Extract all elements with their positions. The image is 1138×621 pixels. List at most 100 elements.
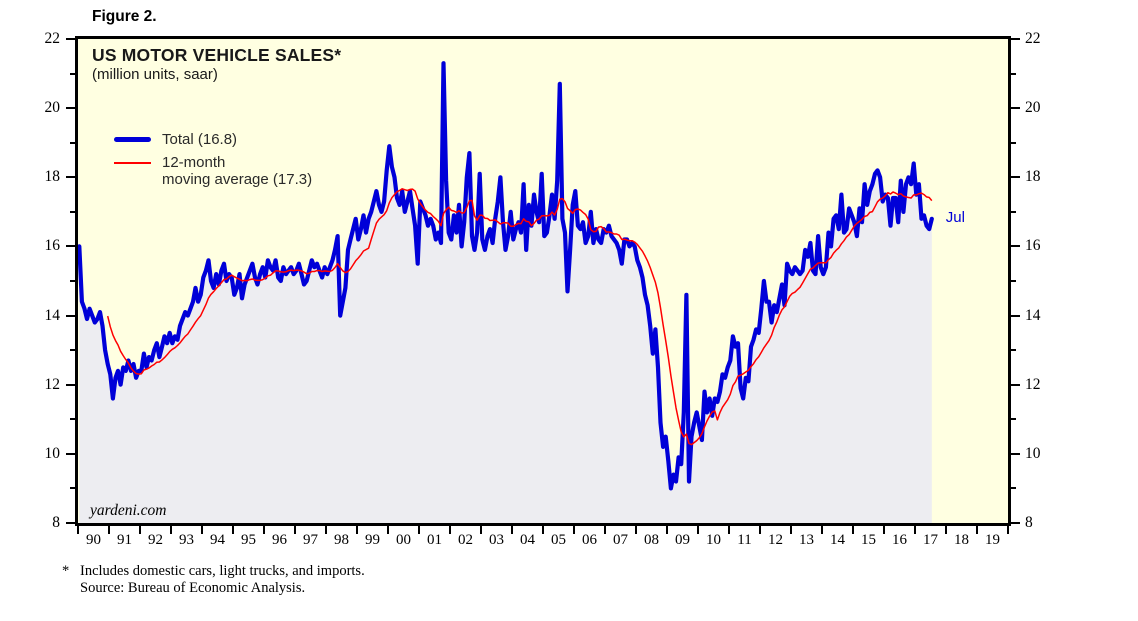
x-axis-label: 06: [582, 532, 597, 548]
x-axis-label: 91: [117, 532, 132, 548]
x-axis-label: 18: [954, 532, 969, 548]
x-axis-label: 19: [985, 532, 1000, 548]
x-axis-tick: [945, 525, 947, 534]
figure-label: Figure 2.: [92, 8, 157, 25]
total-line-swatch: [114, 137, 151, 142]
x-axis-tick: [263, 525, 265, 534]
x-axis-tick: [294, 525, 296, 534]
y-axis-tick-right: [1011, 418, 1016, 421]
x-axis-label: 05: [551, 532, 566, 548]
y-axis-tick-right: [1011, 176, 1020, 179]
watermark: yardeni.com: [90, 502, 167, 519]
x-axis-label: 98: [334, 532, 349, 548]
x-axis-label: 90: [86, 532, 101, 548]
y-axis-label-left: 10: [44, 444, 61, 462]
y-axis-tick-left: [66, 452, 75, 455]
total-line: [78, 61, 934, 491]
x-axis-tick: [170, 525, 172, 534]
legend-label-ma-line1: 12-month: [162, 154, 226, 171]
y-axis-label-left: 8: [52, 514, 60, 531]
x-axis-tick: [573, 525, 575, 534]
y-axis-tick-right: [1011, 522, 1020, 524]
x-axis-tick: [108, 525, 110, 534]
x-axis-label: 13: [799, 532, 814, 548]
x-axis-label: 09: [675, 532, 690, 548]
y-axis-label-right: 16: [1025, 237, 1041, 255]
x-axis-label: 14: [830, 532, 845, 548]
x-axis-label: 96: [272, 532, 287, 548]
y-axis-label-right: 10: [1025, 444, 1041, 462]
y-axis-tick-right: [1011, 72, 1016, 75]
x-axis-tick: [232, 525, 234, 534]
x-axis-tick: [635, 525, 637, 534]
chart-title: US MOTOR VEHICLE SALES*: [92, 45, 342, 65]
last-point-label: Jul: [945, 208, 965, 226]
x-axis-tick: [883, 525, 885, 534]
x-axis-tick: [387, 525, 389, 534]
x-axis-tick: [542, 525, 544, 534]
x-axis-tick: [697, 525, 699, 534]
x-axis-tick: [356, 525, 358, 534]
plot-area: US MOTOR VEHICLE SALES* (million units, …: [75, 36, 1011, 526]
x-axis-label: 03: [489, 532, 504, 548]
y-axis-label-right: 14: [1025, 306, 1041, 324]
x-axis-tick: [418, 525, 420, 534]
y-axis-tick-right: [1011, 383, 1020, 386]
legend-item-total: Total (16.8): [114, 131, 312, 148]
x-axis-label: 07: [613, 532, 628, 548]
legend: Total (16.8) 12-month moving average (17…: [114, 131, 312, 194]
x-axis-label: 02: [458, 532, 473, 548]
y-axis-tick-right: [1011, 38, 1020, 40]
y-axis-label-right: 12: [1025, 375, 1041, 393]
y-axis-tick-right: [1011, 314, 1020, 317]
moving-average-line: [106, 188, 933, 446]
x-axis-label: 97: [303, 532, 318, 548]
footnote: Includes domestic cars, light trucks, an…: [80, 563, 365, 596]
x-axis-tick: [480, 525, 482, 534]
footnote-line1: Includes domestic cars, light trucks, an…: [80, 563, 365, 579]
y-axis-label-left: 14: [44, 306, 61, 324]
x-axis-tick: [604, 525, 606, 534]
y-axis-tick-left: [66, 522, 75, 524]
x-axis-tick: [325, 525, 327, 534]
y-axis-tick-left: [66, 107, 75, 110]
x-axis-tick: [139, 525, 141, 534]
y-axis-label-right: 18: [1025, 168, 1041, 186]
y-axis-tick-right: [1011, 280, 1016, 282]
x-axis-label: 00: [396, 532, 411, 548]
x-axis-tick: [77, 525, 79, 534]
y-axis-label-right: 20: [1025, 99, 1041, 117]
legend-item-moving-average: 12-month moving average (17.3): [114, 154, 312, 188]
x-axis-label: 94: [210, 532, 225, 548]
x-axis-tick: [852, 525, 854, 534]
y-axis-tick-right: [1011, 487, 1016, 490]
y-axis-tick-right: [1011, 107, 1020, 110]
y-axis-tick-left: [66, 176, 75, 179]
x-axis-label: 11: [737, 532, 752, 548]
x-axis-tick: [201, 525, 203, 534]
x-axis-tick: [449, 525, 451, 534]
x-axis-tick: [790, 525, 792, 534]
x-axis-tick: [728, 525, 730, 534]
y-axis-tick-right: [1011, 141, 1016, 144]
x-axis-label: 10: [706, 532, 721, 548]
y-axis-label-left: 12: [44, 375, 61, 393]
y-axis-label-right: 8: [1025, 514, 1033, 531]
footnote-marker: *: [62, 563, 70, 579]
y-axis-tick-left: [66, 38, 75, 40]
y-axis-label-left: 16: [44, 237, 61, 255]
x-axis-label: 01: [427, 532, 442, 548]
x-axis-label: 95: [241, 532, 256, 548]
x-axis-tick: [821, 525, 823, 534]
y-axis-tick-left: [66, 383, 75, 386]
x-axis-tick: [666, 525, 668, 534]
y-axis-tick-right: [1011, 349, 1016, 352]
area-under-total: [79, 63, 932, 523]
x-axis-label: 92: [148, 532, 163, 548]
x-axis-tick: [914, 525, 916, 534]
chart-svg: [78, 61, 934, 523]
x-axis-label: 08: [644, 532, 659, 548]
x-axis-label: 15: [861, 532, 876, 548]
x-axis-label: 04: [520, 532, 535, 548]
